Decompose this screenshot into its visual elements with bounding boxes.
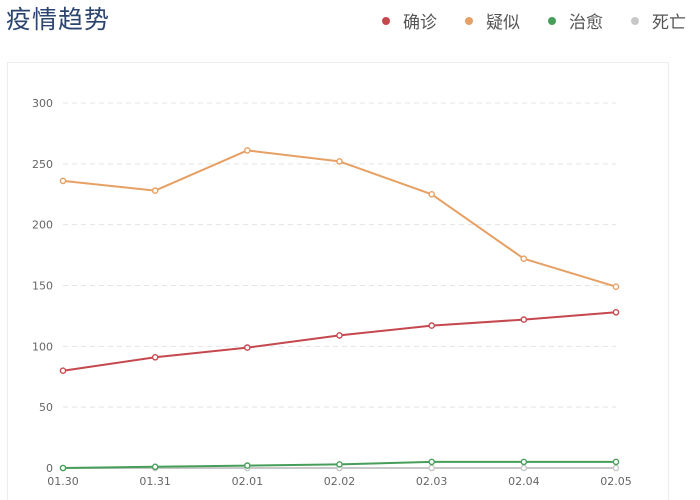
x-tick-label: 02.05 — [600, 475, 632, 488]
data-point[interactable] — [612, 283, 620, 291]
legend-label: 死亡 — [652, 13, 686, 33]
chart-panel — [7, 62, 669, 500]
legend-label: 疑似 — [486, 13, 520, 33]
x-tick-label: 02.02 — [324, 475, 356, 488]
data-point[interactable] — [428, 322, 436, 329]
data-point[interactable] — [336, 332, 343, 339]
data-point[interactable] — [243, 147, 251, 154]
y-tick-label: 100 — [32, 340, 53, 353]
x-tick-label: 02.03 — [416, 475, 448, 488]
data-point[interactable] — [612, 458, 620, 466]
data-point[interactable] — [59, 177, 67, 185]
axes: 0 50 100 150 200 250 300 01.30 01.31 02.01 02.02 02… — [32, 97, 632, 488]
data-point[interactable] — [520, 464, 528, 472]
grid-lines — [63, 102, 616, 408]
data-point[interactable] — [151, 353, 159, 361]
y-tick-label: 50 — [39, 401, 53, 414]
x-tick-label: 01.30 — [47, 475, 79, 488]
data-point[interactable] — [520, 458, 528, 466]
data-point[interactable] — [243, 344, 251, 351]
data-point[interactable] — [520, 255, 528, 263]
series-line — [62, 149, 617, 288]
legend-item-cured[interactable]: 治愈 — [548, 8, 603, 33]
data-point[interactable] — [428, 458, 436, 466]
data-point[interactable] — [428, 464, 436, 472]
y-tick-label: 250 — [32, 158, 53, 171]
data-point[interactable] — [612, 464, 620, 472]
data-point[interactable] — [428, 190, 436, 198]
data-point[interactable] — [243, 462, 251, 469]
y-tick-label: 150 — [32, 280, 53, 293]
data-point[interactable] — [151, 187, 159, 194]
legend-item-dead[interactable]: 死亡 — [631, 8, 686, 33]
data-point[interactable] — [59, 367, 67, 375]
legend-dot-icon — [548, 16, 556, 25]
legend-dot-icon — [382, 16, 390, 25]
x-tick-label: 01.31 — [139, 475, 171, 488]
data-point[interactable] — [336, 158, 343, 165]
x-tick-label: 02.01 — [232, 475, 264, 488]
data-point[interactable] — [520, 316, 528, 323]
data-point[interactable] — [59, 464, 67, 472]
y-tick-label: 0 — [46, 462, 53, 475]
y-tick-label: 200 — [32, 219, 53, 232]
data-point[interactable] — [151, 463, 159, 471]
series-line — [62, 311, 617, 372]
legend-item-confirmed[interactable]: 确诊 — [382, 8, 437, 33]
legend-label: 确诊 — [403, 13, 437, 33]
series-lines — [62, 149, 617, 469]
legend-item-suspected[interactable]: 疑似 — [465, 8, 520, 33]
chart-legend: 确诊 疑似 治愈 死亡 — [382, 8, 686, 33]
data-point[interactable] — [336, 461, 343, 468]
page-title: 疫情趋势 — [6, 5, 111, 34]
legend-dot-icon — [465, 16, 473, 25]
data-point[interactable] — [612, 308, 620, 316]
legend-dot-icon — [631, 16, 639, 25]
x-tick-label: 02.04 — [508, 475, 540, 488]
data-points — [59, 147, 620, 472]
y-tick-label: 300 — [32, 97, 53, 110]
legend-label: 治愈 — [569, 13, 603, 33]
